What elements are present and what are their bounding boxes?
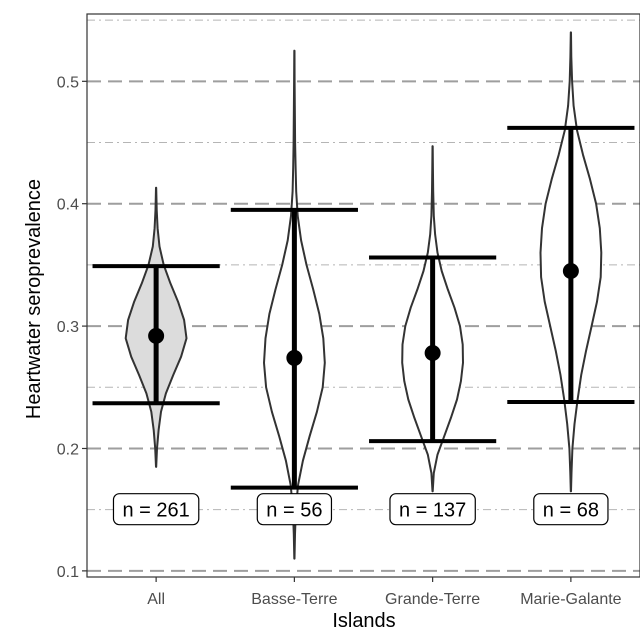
y-tick-label: 0.4	[57, 197, 79, 214]
n-label-3: n = 68	[543, 500, 599, 522]
n-label-2: n = 137	[399, 500, 466, 522]
x-tick-label: Basse-Terre	[251, 591, 337, 608]
x-tick-label: Grande-Terre	[385, 591, 480, 608]
major-gridlines	[87, 80, 640, 572]
y-tick-label: 0.3	[57, 319, 79, 336]
n-label-box-3	[533, 493, 609, 526]
median-point-1	[286, 349, 303, 366]
y-tick-label: 0.2	[57, 441, 79, 458]
panel-border	[86, 13, 640, 578]
y-axis: 0.1 0.2 0.3 0.4 0.5	[57, 74, 87, 581]
median-point-0	[148, 327, 165, 344]
median-point-2	[424, 345, 441, 362]
n-label-box-0	[112, 493, 200, 526]
n-label-0: n = 261	[122, 500, 189, 522]
interval-marks-layer	[92, 125, 635, 490]
x-axis: All Basse-Terre Grande-Terre Marie-Galante	[147, 577, 622, 608]
n-label-1: n = 56	[266, 500, 322, 522]
y-axis-title: Heartwater seroprevalence	[23, 179, 45, 419]
y-tick-label: 0.1	[57, 564, 79, 581]
x-tick-label: Marie-Galante	[520, 591, 621, 608]
n-label-box-1	[256, 493, 333, 526]
x-tick-label: All	[147, 591, 165, 608]
median-point-3	[562, 263, 579, 280]
n-labels-layer: n = 261 n = 56 n = 137 n = 68	[112, 493, 609, 526]
x-axis-title: Islands	[332, 610, 395, 632]
violin-layer	[124, 31, 603, 560]
y-tick-label: 0.5	[57, 74, 79, 91]
n-label-box-2	[389, 493, 476, 526]
